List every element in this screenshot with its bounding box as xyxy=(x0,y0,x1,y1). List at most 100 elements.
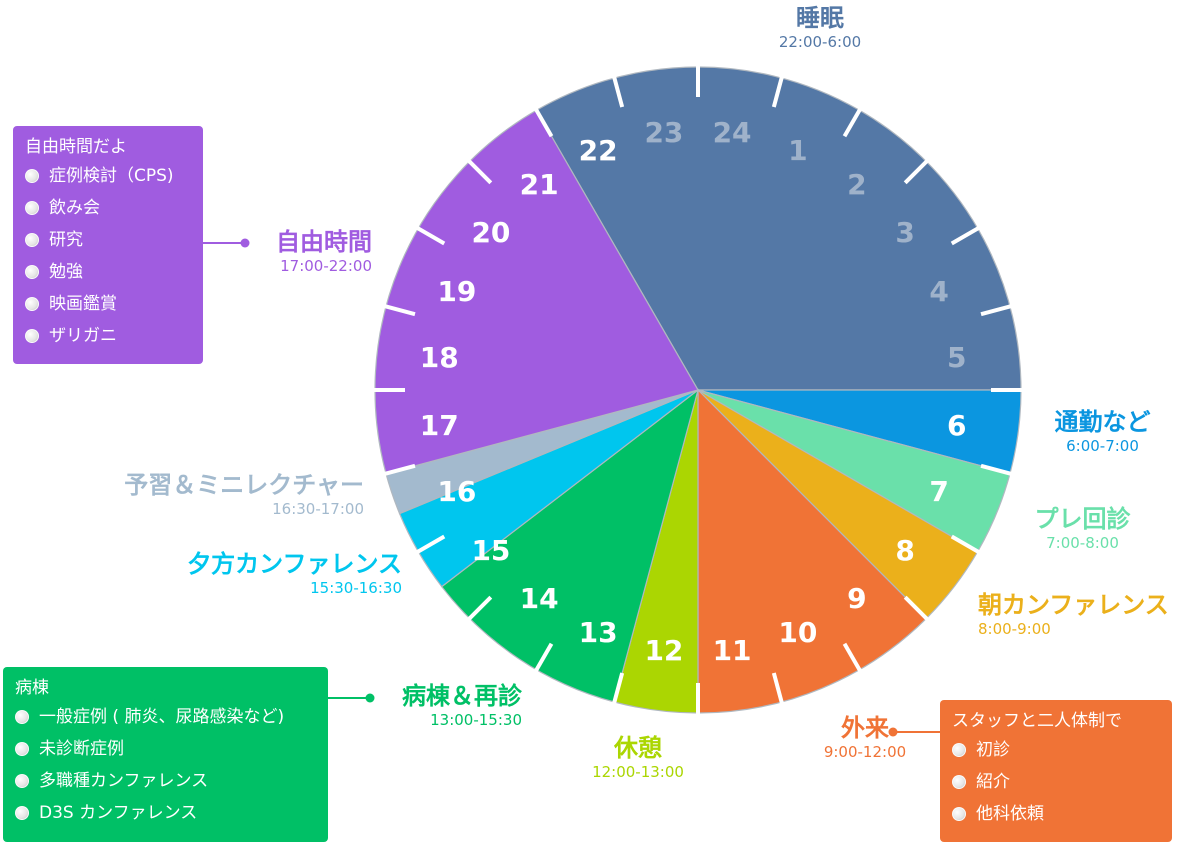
ward-box-item: D3S カンファレンス xyxy=(15,797,316,829)
ward-box-title: 病棟 xyxy=(15,678,49,698)
hour-tick-11 xyxy=(771,672,785,705)
label-ward-time: 13:00-15:30 xyxy=(430,711,522,729)
pie-slice-6 xyxy=(440,388,700,703)
label-morning-conf: 朝カンファレンス 8:00-9:00 xyxy=(978,591,1193,639)
hour-tick-22 xyxy=(533,107,554,138)
hour-number-7: 7 xyxy=(929,475,948,508)
free-box-item-text: 飲み会 xyxy=(49,198,100,218)
bullet-icon xyxy=(15,710,29,724)
label-morning-conf-name: 朝カンファレンス xyxy=(978,591,1169,619)
outpatient-box-item: 初診 xyxy=(952,734,1160,766)
hour-tick-19 xyxy=(383,303,416,317)
label-commute-time: 6:00-7:00 xyxy=(1066,437,1139,455)
free-box-item-text: 映画鑑賞 xyxy=(49,294,117,314)
label-sleep: 睡眠 22:00-6:00 xyxy=(770,4,870,52)
label-free-name: 自由時間 xyxy=(276,228,372,256)
hour-tick-1 xyxy=(771,75,785,108)
hour-number-13: 13 xyxy=(579,616,618,649)
hour-number-17: 17 xyxy=(420,409,459,442)
pie-slice-4 xyxy=(697,388,928,714)
hour-number-8: 8 xyxy=(895,534,914,567)
bullet-icon xyxy=(952,807,966,821)
hour-ticks xyxy=(373,65,1023,715)
outpatient-box-item: 他科依頼 xyxy=(952,798,1160,830)
free-box-item: 症例検討（CPS) xyxy=(25,160,191,192)
label-lecture-time: 16:30-17:00 xyxy=(272,500,364,518)
hour-tick-4 xyxy=(950,225,981,246)
free-box-item: 研究 xyxy=(25,224,191,256)
free-box-item: ザリガニ xyxy=(25,320,191,352)
ward-info-box: 病棟 一般症例 ( 肺炎、尿路感染など) 未診断症例多職種カンファレンス D3S カ… xyxy=(3,667,328,842)
bullet-icon xyxy=(15,774,29,788)
label-break-time: 12:00-13:00 xyxy=(592,763,684,781)
hour-number-14: 14 xyxy=(520,582,559,615)
label-pre-round-time: 7:00-8:00 xyxy=(1046,534,1119,552)
hour-number-24: 24 xyxy=(713,116,752,149)
free-time-info-box: 自由時間だよ 症例検討（CPS) 飲み会 研究 勉強 映画鑑賞 ザリガニ xyxy=(13,126,203,364)
hour-tick-16 xyxy=(415,534,446,555)
pie-slice-9 xyxy=(374,109,699,475)
label-free: 自由時間 17:00-22:00 xyxy=(250,228,372,276)
free-leader-dot xyxy=(240,238,250,248)
label-outpatient-time: 9:00-12:00 xyxy=(823,743,907,761)
hour-number-22: 22 xyxy=(579,134,618,167)
ward-box-item: 未診断症例 xyxy=(15,733,316,765)
outpatient-box-list: 初診紹介他科依頼 xyxy=(952,734,1160,830)
ward-box-item: 多職種カンファレンス xyxy=(15,765,316,797)
outpatient-box-item-text: 紹介 xyxy=(976,772,1010,792)
ward-box-item-text: 一般症例 ( 肺炎、尿路感染など) xyxy=(39,707,285,727)
hour-number-21: 21 xyxy=(520,168,559,201)
free-box-item-text: 症例検討（CPS) xyxy=(49,166,174,186)
free-box-item-text: 研究 xyxy=(49,230,83,250)
label-commute-name: 通勤など xyxy=(1054,408,1151,436)
hour-number-4: 4 xyxy=(929,275,948,308)
hour-tick-7 xyxy=(980,463,1013,477)
free-box-item-text: ザリガニ xyxy=(49,326,117,346)
outpatient-info-box: スタッフと二人体制で 初診紹介他科依頼 xyxy=(940,700,1172,842)
label-evening-conf: 夕方カンファレンス 15:30-16:30 xyxy=(140,550,402,598)
label-ward: 病棟＆再診 13:00-15:30 xyxy=(370,682,522,730)
label-free-time: 17:00-22:00 xyxy=(280,257,372,275)
bullet-icon xyxy=(952,743,966,757)
hour-tick-15 xyxy=(466,595,493,622)
outpatient-box-item-text: 他科依頼 xyxy=(976,804,1044,824)
hour-number-10: 10 xyxy=(778,616,817,649)
label-break-name: 休憩 xyxy=(614,734,662,762)
bullet-icon xyxy=(25,329,39,343)
hour-tick-9 xyxy=(903,595,930,622)
outpatient-box-item: 紹介 xyxy=(952,766,1160,798)
hour-number-19: 19 xyxy=(437,275,476,308)
label-lecture: 予習＆ミニレクチャー 16:30-17:00 xyxy=(80,471,364,519)
hour-number-1: 1 xyxy=(788,134,807,167)
ward-leader-dot xyxy=(365,693,375,703)
label-morning-conf-time: 8:00-9:00 xyxy=(978,620,1051,638)
hour-number-2: 2 xyxy=(847,168,866,201)
hour-tick-23 xyxy=(611,75,625,108)
ward-box-item-text: 未診断症例 xyxy=(39,739,124,759)
hour-number-9: 9 xyxy=(847,582,866,615)
label-commute: 通勤など 6:00-7:00 xyxy=(1040,408,1165,456)
outpatient-box-title: スタッフと二人体制で xyxy=(952,711,1122,731)
hour-tick-20 xyxy=(415,225,446,246)
label-break: 休憩 12:00-13:00 xyxy=(568,734,708,782)
ward-box-list: 一般症例 ( 肺炎、尿路感染など) 未診断症例多職種カンファレンス D3S カンファ… xyxy=(15,701,316,829)
hour-tick-2 xyxy=(842,107,863,138)
hour-number-23: 23 xyxy=(644,116,683,149)
hour-number-6: 6 xyxy=(947,409,966,442)
hour-number-11: 11 xyxy=(713,634,752,667)
bullet-icon xyxy=(15,806,29,820)
label-evening-conf-name: 夕方カンファレンス xyxy=(187,550,402,578)
hour-tick-8 xyxy=(950,534,981,555)
free-time-box-list: 症例検討（CPS) 飲み会 研究 勉強 映画鑑賞 ザリガニ xyxy=(25,160,191,352)
hour-number-12: 12 xyxy=(644,634,683,667)
outpatient-leader-dot xyxy=(888,727,898,737)
label-outpatient: 外来 9:00-12:00 xyxy=(810,714,920,762)
label-sleep-time: 22:00-6:00 xyxy=(778,33,862,51)
hour-tick-3 xyxy=(903,158,930,185)
bullet-icon xyxy=(25,169,39,183)
free-box-item: 映画鑑賞 xyxy=(25,288,191,320)
label-sleep-name: 睡眠 xyxy=(796,4,844,32)
bullet-icon xyxy=(15,742,29,756)
